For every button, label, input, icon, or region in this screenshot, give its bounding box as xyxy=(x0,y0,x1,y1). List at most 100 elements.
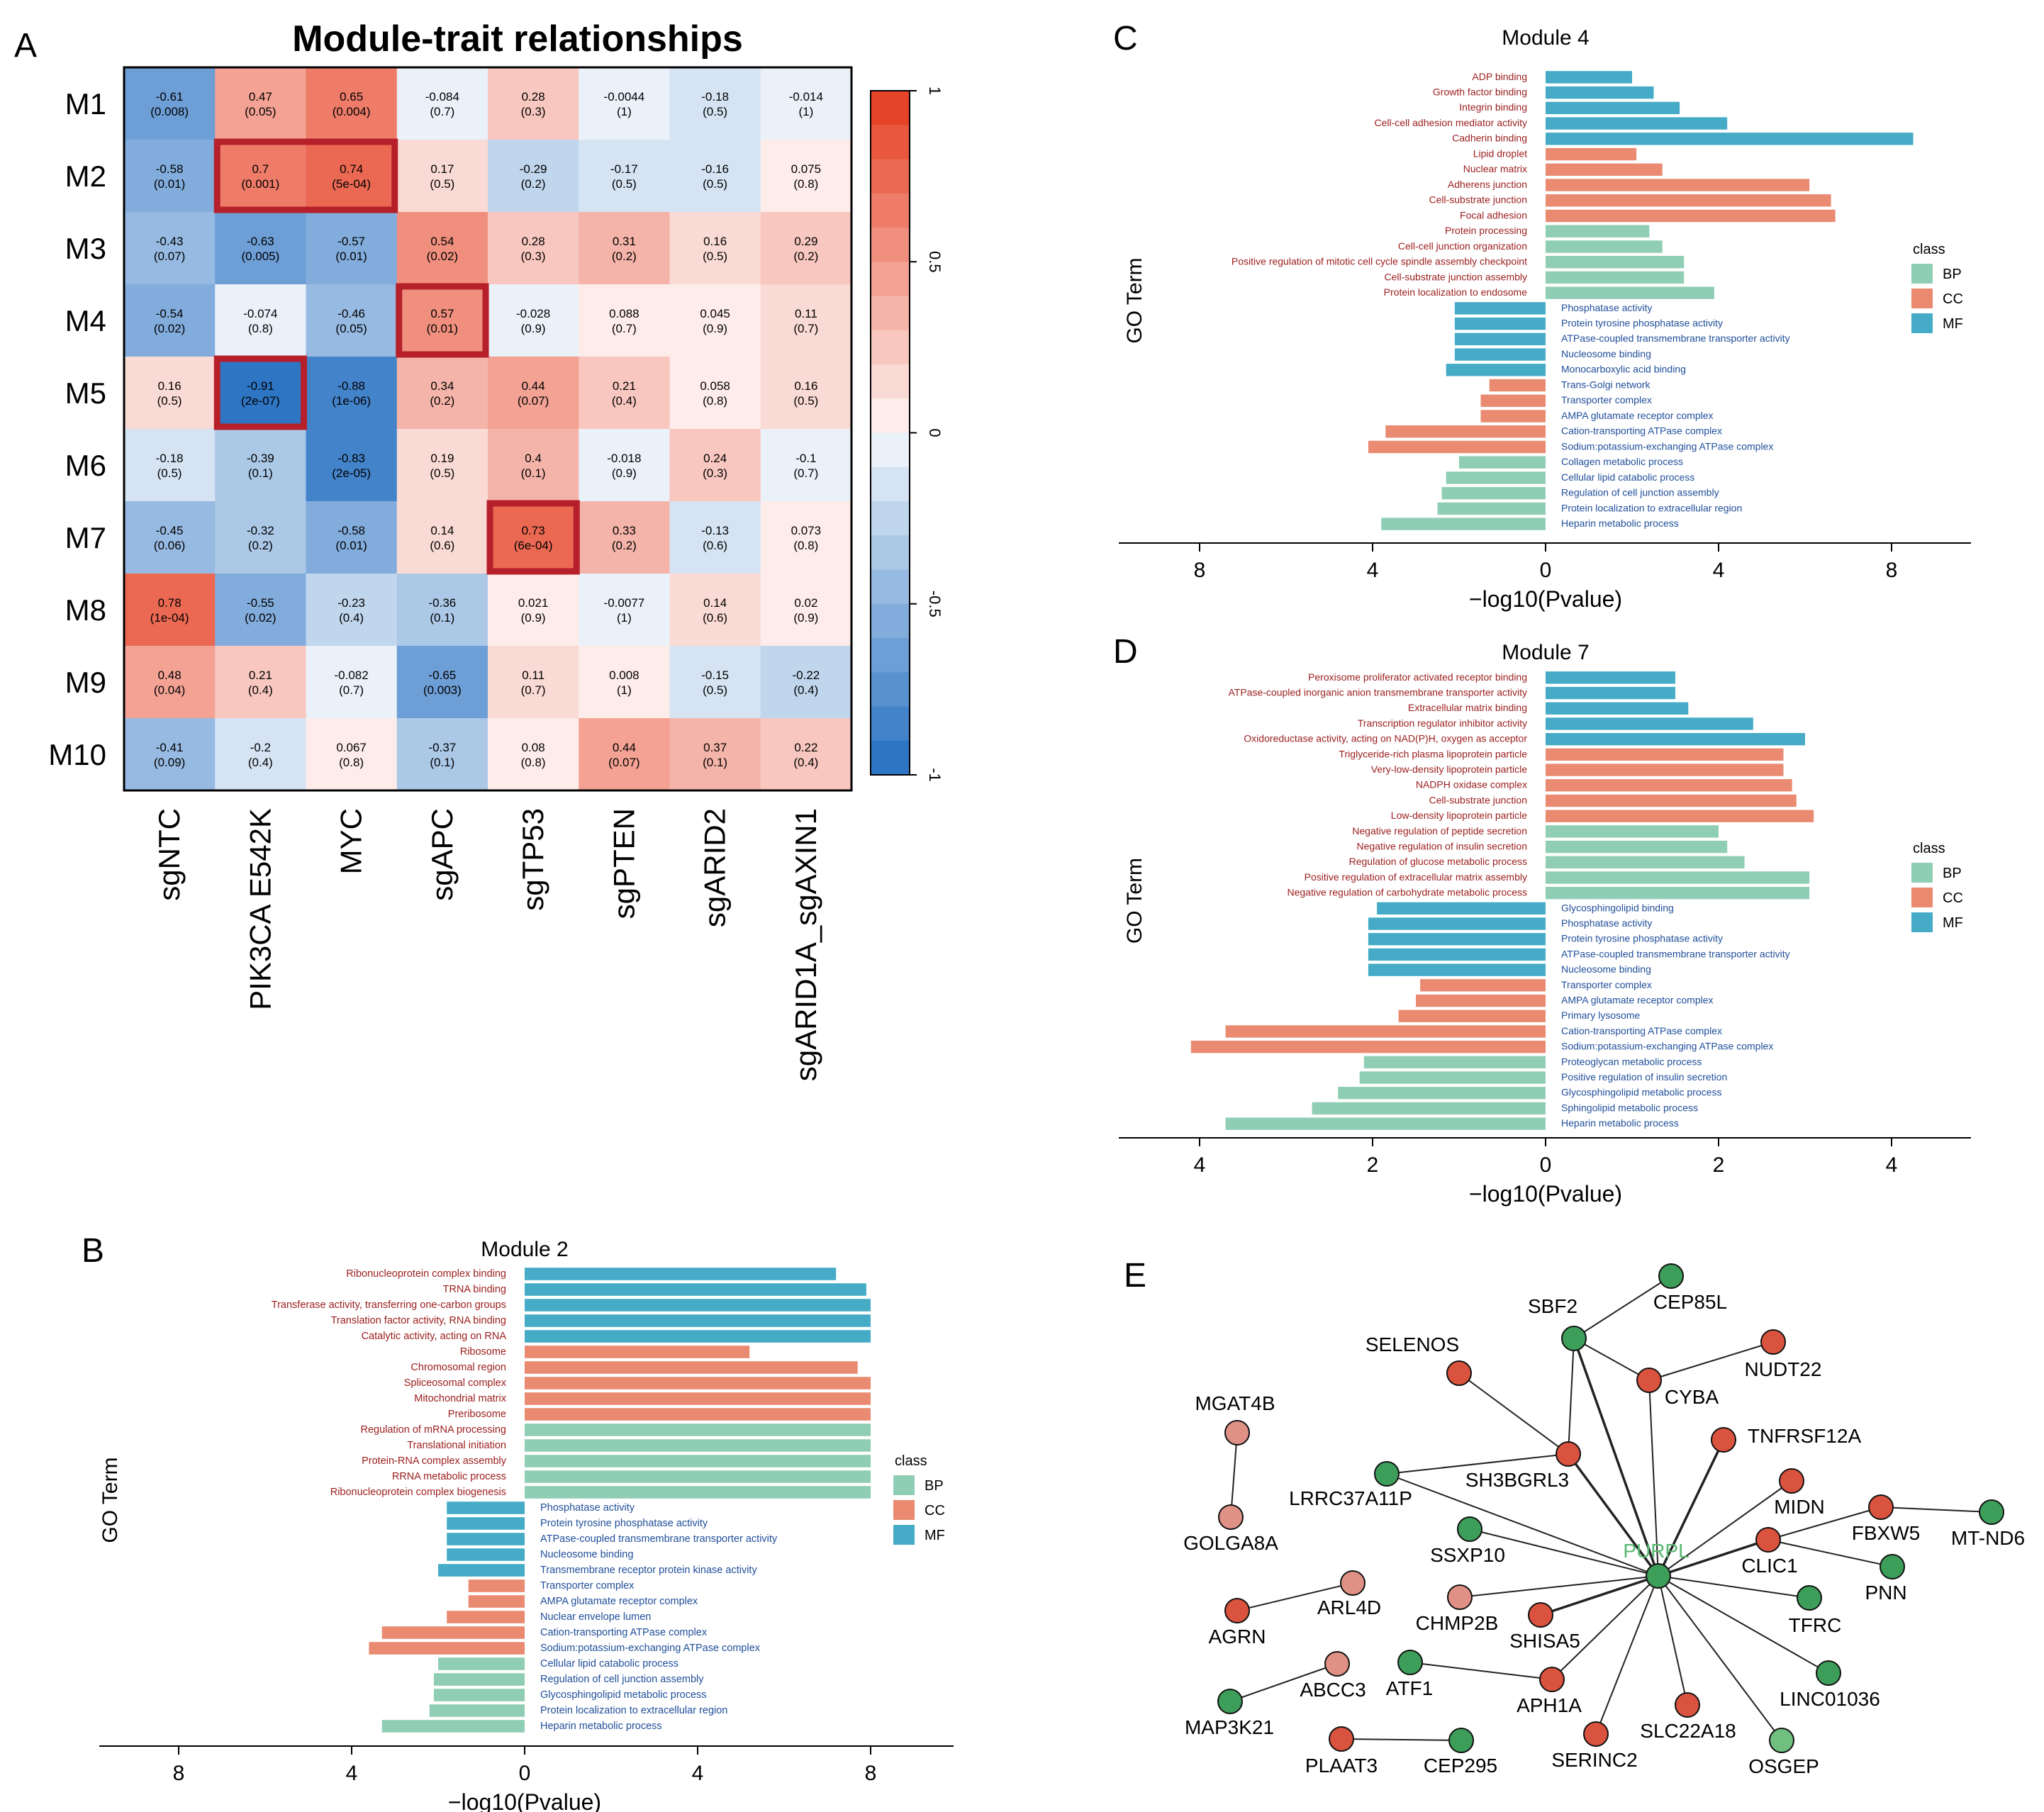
colorbar-tick-label: 0 xyxy=(926,428,944,437)
network-edge xyxy=(1880,1506,1992,1513)
network-node xyxy=(1447,1584,1473,1610)
go-x-tick-label: 2 xyxy=(1367,1153,1379,1177)
colorbar-tick-label: -0.5 xyxy=(926,591,944,617)
go-term-up: Negative regulation of peptide secretion xyxy=(1352,825,1527,837)
colorbar-segment xyxy=(871,466,910,502)
go-term-down: Protein tyrosine phosphatase activity xyxy=(1561,318,1723,329)
go-bar-down xyxy=(1190,1040,1546,1053)
heatmap-cell-value: -0.028 xyxy=(516,307,550,320)
heatmap-cell-pvalue: (0.07) xyxy=(154,250,185,263)
network-node xyxy=(1675,1692,1700,1718)
go-bar-down xyxy=(381,1720,525,1733)
heatmap-cell-value: 0.16 xyxy=(703,235,727,248)
go-bar-up xyxy=(1546,271,1685,284)
go-term-up: Oxidoreductase activity, acting on NAD(P… xyxy=(1244,733,1527,744)
heatmap-cell-value: -0.22 xyxy=(793,669,820,682)
heatmap-cell-value: -0.61 xyxy=(156,90,184,104)
go-term-up: NADPH oxidase complex xyxy=(1416,779,1527,790)
heatmap-cell-value: -0.0077 xyxy=(604,596,645,610)
go-bar-down xyxy=(369,1642,525,1655)
network-node-label: SBF2 xyxy=(1528,1295,1577,1317)
heatmap-cell-value: -0.37 xyxy=(429,741,457,754)
heatmap-cell-pvalue: (0.01) xyxy=(154,177,185,191)
network-node xyxy=(1646,1563,1671,1589)
heatmap-cell xyxy=(306,140,398,213)
network-node xyxy=(1397,1650,1423,1675)
network-edge xyxy=(1658,1480,1792,1577)
heatmap-cell xyxy=(488,357,579,430)
heatmap-cell-pvalue: (0.2) xyxy=(430,394,454,408)
go-x-tick-label: 0 xyxy=(1540,559,1552,582)
go-bar-up xyxy=(1546,117,1728,130)
go-x-tick-label: 8 xyxy=(1886,559,1898,582)
go-x-tick-label: 8 xyxy=(865,1762,877,1785)
heatmap-highlight-box xyxy=(213,355,307,430)
heatmap-cells: -0.61(0.008)0.47(0.05)0.65(0.004)-0.084(… xyxy=(124,67,852,791)
heatmap-row-labels: M1 M2 M3 M4 M5 M6 M7 M8 M9 M10 xyxy=(48,87,106,771)
go-y-axis-label: GO Term xyxy=(99,1457,122,1543)
colorbar-segment xyxy=(871,535,910,571)
heatmap-cell-value: 0.44 xyxy=(613,741,636,754)
heatmap-cell-value: 0.088 xyxy=(609,307,640,320)
heatmap-cell-pvalue: (0.5) xyxy=(157,394,182,408)
go-legend-label: CC xyxy=(925,1503,945,1519)
go-term-down: Phosphatase activity xyxy=(1561,917,1652,929)
go-bar-up xyxy=(1546,147,1637,161)
heatmap-cell-value: 0.16 xyxy=(794,379,817,393)
go-legend-label: BP xyxy=(1943,866,1962,881)
network-node-label: AGRN xyxy=(1209,1626,1266,1648)
heatmap-cell-pvalue: (0.008) xyxy=(150,105,189,118)
heatmap-cell-pvalue: (0.004) xyxy=(333,105,371,118)
network-node-label: SLC22A18 xyxy=(1640,1720,1736,1742)
go-bar-up xyxy=(1546,871,1810,884)
heatmap-cell-pvalue: (0.09) xyxy=(154,756,185,769)
heatmap-cell-value: 0.045 xyxy=(700,307,730,320)
heatmap-cell-value: 0.067 xyxy=(336,741,367,754)
go-x-tick-label: 4 xyxy=(692,1762,704,1785)
go-term-up: Peroxisome proliferator activated recept… xyxy=(1308,671,1527,683)
go-term-down: Cation-transporting ATPase complex xyxy=(1561,1025,1722,1036)
heatmap-cell-value: -0.13 xyxy=(701,524,729,537)
heatmap-cell-pvalue: (0.6) xyxy=(703,611,727,625)
heatmap-cell xyxy=(124,429,216,502)
heatmap-column-label: sgARID1A_sgAXIN1 xyxy=(789,808,822,1081)
network-node xyxy=(1224,1420,1250,1445)
heatmap-cell xyxy=(396,574,488,647)
heatmap-cell xyxy=(488,501,579,574)
go-legend-title: class xyxy=(1913,242,1945,257)
heatmap-cell-pvalue: (0.8) xyxy=(339,756,364,769)
go-bar-down xyxy=(1446,364,1546,376)
network-node-label: CEP295 xyxy=(1424,1755,1497,1777)
go-bar-down xyxy=(1416,994,1546,1007)
go-legend-label: MF xyxy=(1943,915,1963,931)
heatmap-cell xyxy=(488,284,579,357)
heatmap-cell xyxy=(579,429,670,502)
heatmap-cell xyxy=(396,646,488,719)
go-chart-title: Module 7 xyxy=(1502,641,1589,664)
heatmap-cell-value: -0.45 xyxy=(156,524,184,537)
go-term-up: Protein-RNA complex assembly xyxy=(362,1455,507,1467)
go-x-tick-label: 8 xyxy=(1194,559,1206,582)
heatmap-cell xyxy=(488,646,579,719)
network-node xyxy=(1324,1651,1350,1677)
network-node-label: LINC01036 xyxy=(1780,1688,1880,1710)
heatmap-cell-pvalue: (0.07) xyxy=(518,394,549,408)
heatmap-cell-value: 0.28 xyxy=(522,90,545,104)
go-term-down: Transmembrane receptor protein kinase ac… xyxy=(540,1565,757,1576)
go-legend-swatch xyxy=(893,1475,915,1495)
go-term-down: Cation-transporting ATPase complex xyxy=(1561,425,1722,437)
go-term-up: RRNA metabolic process xyxy=(392,1471,506,1482)
go-term-down: Sodium:potassium-exchanging ATPase compl… xyxy=(1561,440,1773,452)
go-bar-down xyxy=(447,1501,525,1514)
heatmap-cell-pvalue: (0.005) xyxy=(241,250,279,263)
network-edge xyxy=(1767,1539,1893,1567)
go-term-down: Glycosphingolipid metabolic process xyxy=(1561,1087,1721,1098)
go-bar-up xyxy=(525,1268,837,1280)
network-node xyxy=(1329,1726,1354,1752)
go-x-axis-label: −log10(Pvalue) xyxy=(1469,1181,1622,1207)
go-term-up: Lipid droplet xyxy=(1473,147,1527,159)
go-term-up: Protein localization to endosome xyxy=(1384,286,1528,298)
heatmap-cell-pvalue: (0.7) xyxy=(339,683,364,697)
heatmap-cell-pvalue: (0.01) xyxy=(427,322,458,335)
go-term-down: Protein localization to extracellular re… xyxy=(540,1705,727,1716)
